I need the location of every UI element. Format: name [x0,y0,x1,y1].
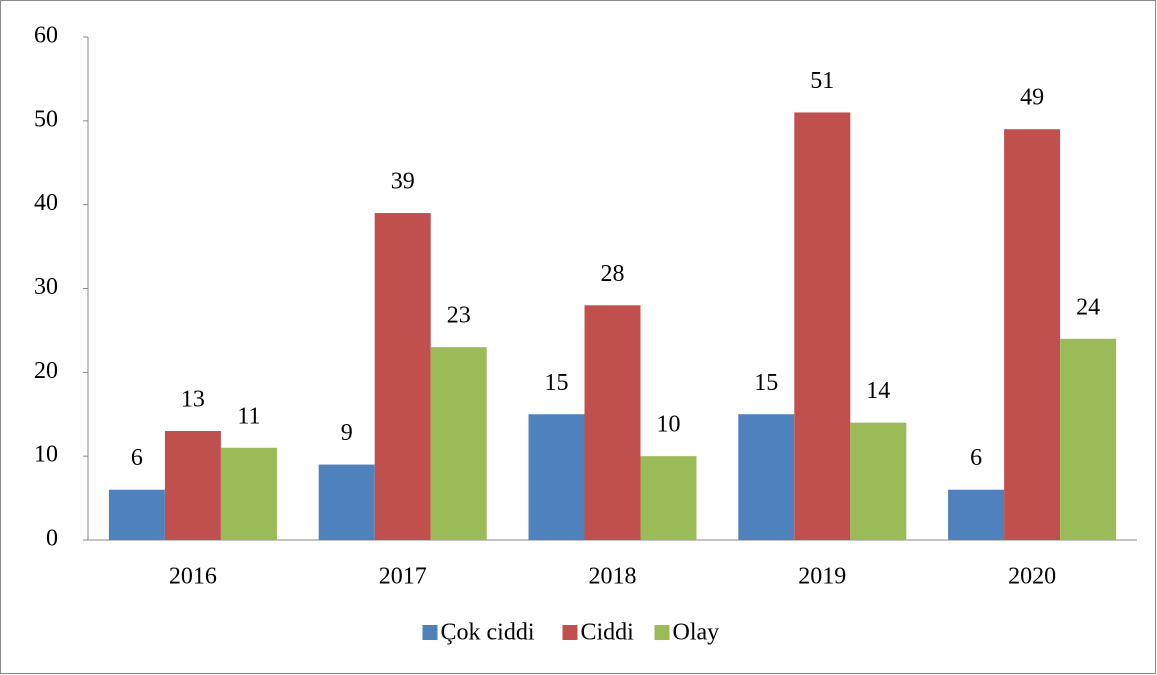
bar [1060,338,1117,540]
y-tick-label: 40 [34,190,58,216]
data-label: 14 [866,378,890,404]
x-tick-label: 2017 [379,564,427,590]
y-tick-label: 0 [46,526,58,552]
bar [220,447,277,540]
bar [640,456,697,540]
data-label: 10 [657,412,681,438]
data-label: 6 [970,445,982,471]
bar [108,489,165,540]
data-label: 51 [810,68,834,94]
data-label: 9 [341,420,353,446]
legend-swatch [654,625,670,640]
x-tick-label: 2018 [589,564,637,590]
data-label: 39 [391,169,415,195]
bar [1004,129,1061,540]
data-label: 15 [754,370,778,396]
x-tick-label: 2020 [1008,564,1056,590]
bar [528,414,585,540]
data-label: 13 [181,387,205,413]
bar [738,414,795,540]
bar [850,422,907,540]
data-label: 28 [601,261,625,287]
y-tick-label: 20 [34,358,58,384]
data-label: 11 [237,403,260,429]
bar [794,112,851,540]
x-tick-label: 2016 [169,564,217,590]
y-tick-label: 60 [34,23,58,49]
data-label: 24 [1076,294,1100,320]
y-tick-label: 10 [34,442,58,468]
legend-swatch [562,625,578,640]
bar [948,489,1005,540]
bar [374,213,431,541]
data-label: 23 [447,303,471,329]
data-label: 6 [131,445,143,471]
legend-label: Olay [673,620,720,646]
legend-label: Ciddi [581,620,635,646]
x-tick-label: 2019 [798,564,846,590]
data-label: 15 [545,370,569,396]
bar [584,305,641,540]
legend-label: Çok ciddi [441,620,535,646]
y-tick-label: 50 [34,106,58,132]
legend-swatch [422,625,438,640]
bar [164,431,221,540]
bar [430,347,487,540]
bar [318,464,375,540]
y-tick-label: 30 [34,274,58,300]
data-label: 49 [1020,85,1044,111]
